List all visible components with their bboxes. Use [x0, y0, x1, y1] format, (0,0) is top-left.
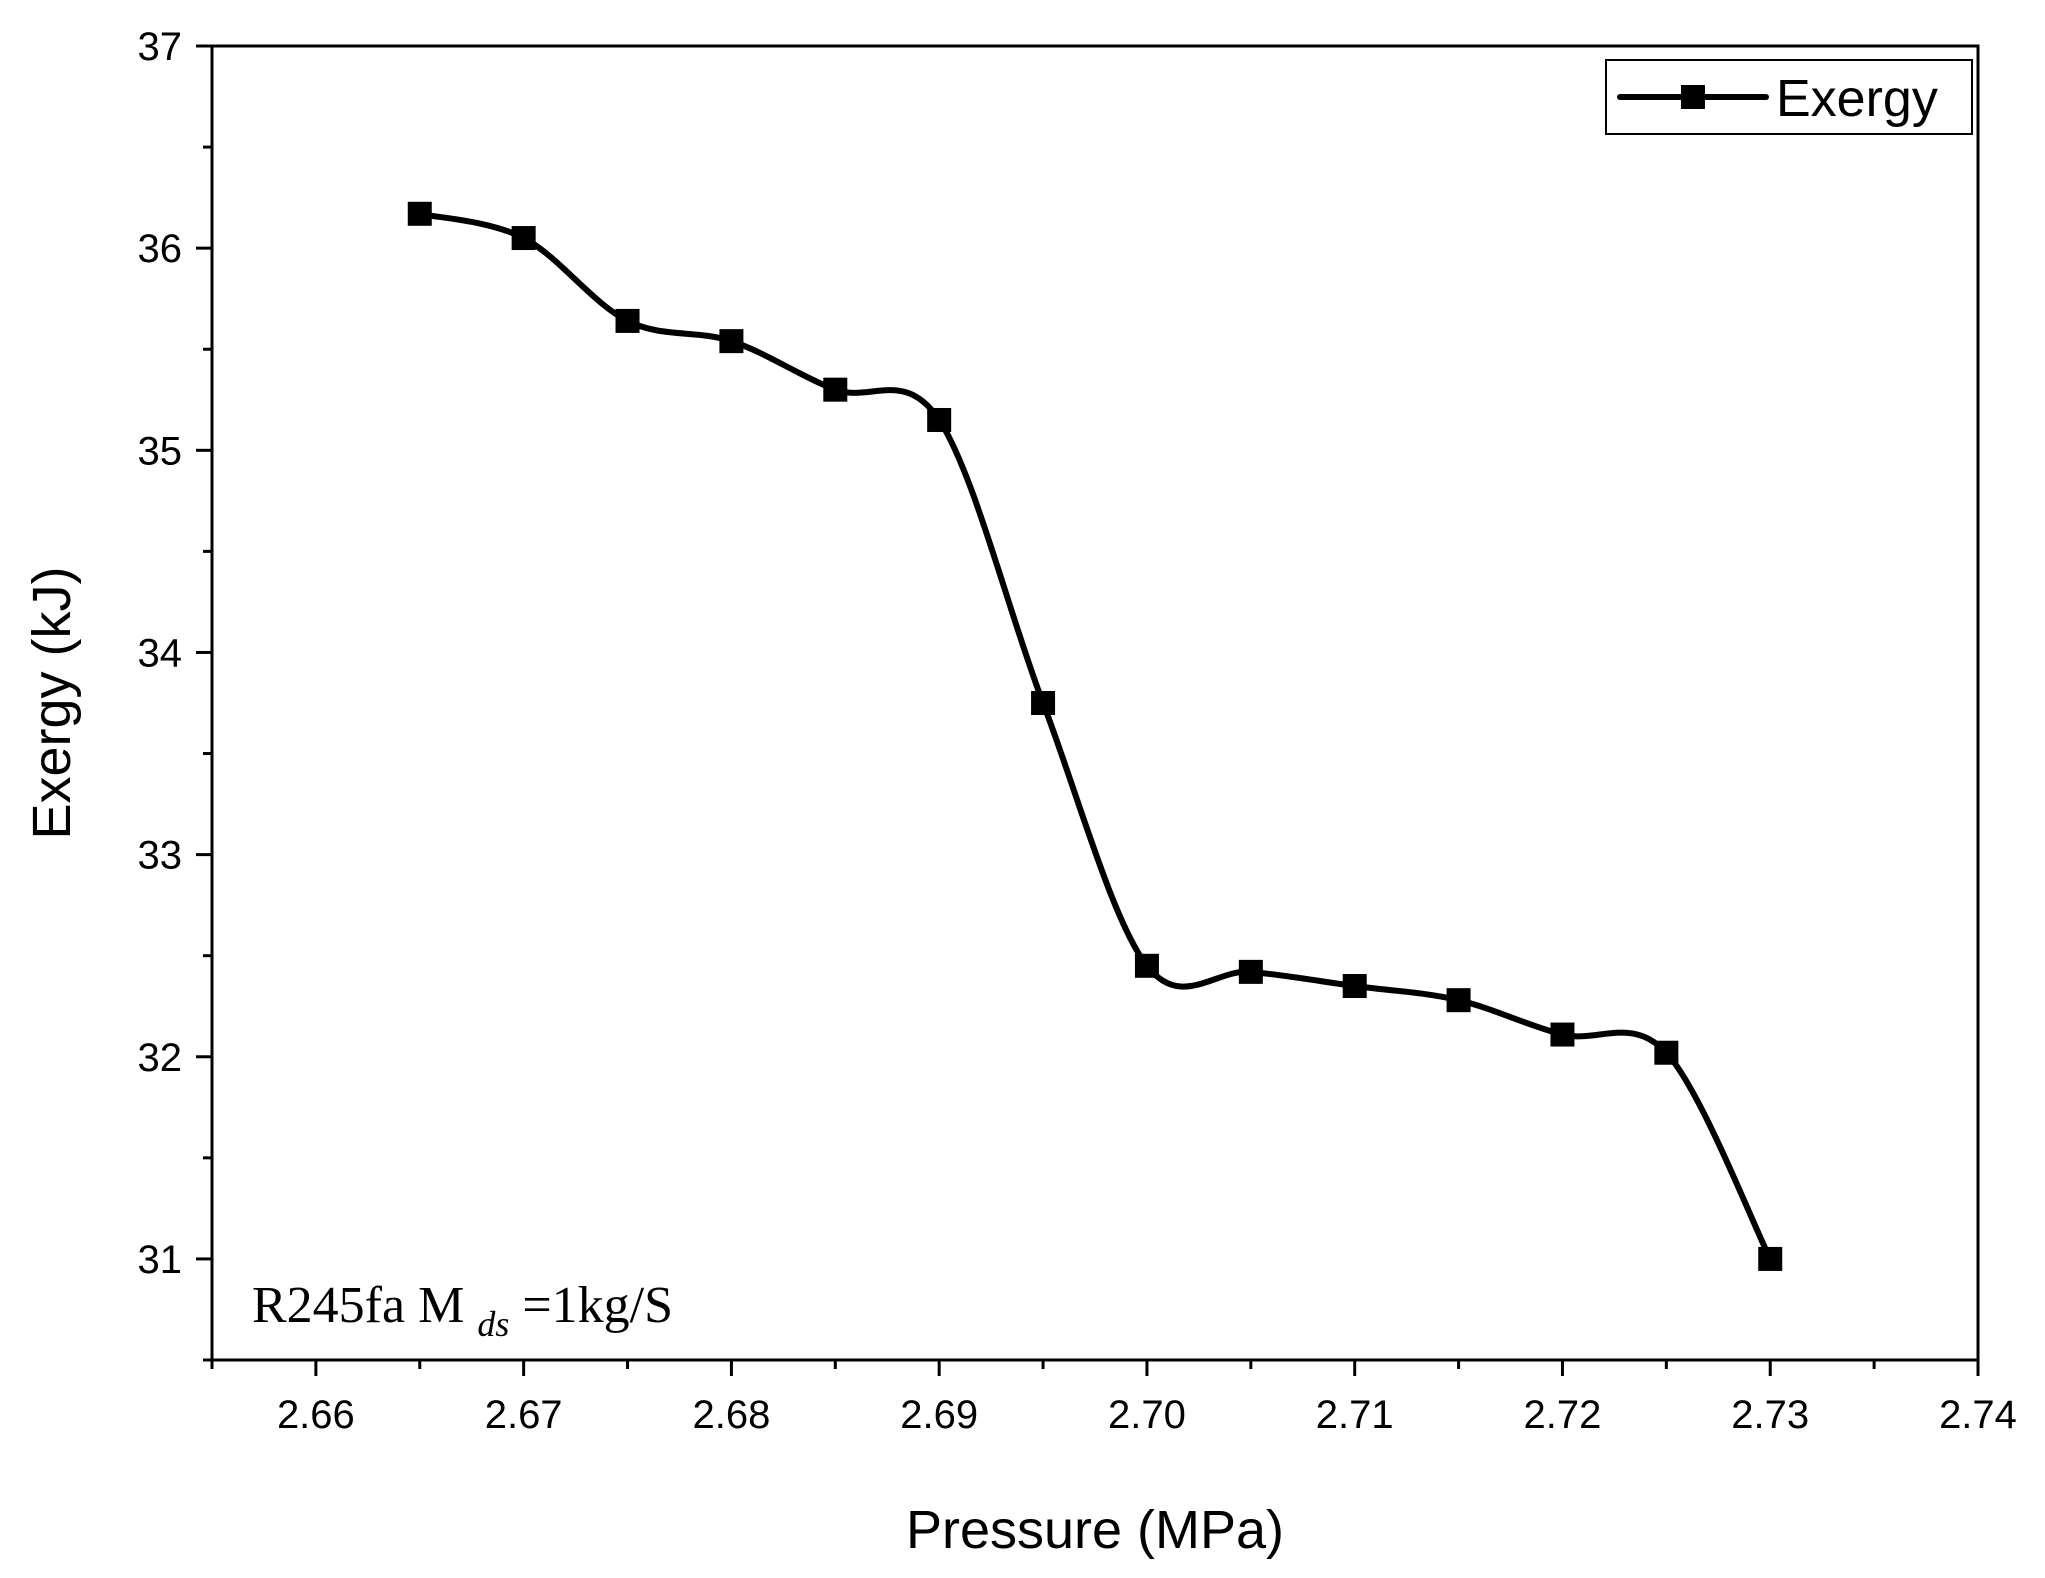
legend: Exergy — [1605, 59, 1973, 135]
x-axis-title: Pressure (MPa) — [906, 1500, 1284, 1560]
plot-area-frame — [210, 44, 1980, 1362]
y-axis-title: Exergy (kJ) — [22, 566, 82, 839]
x-axis-tick-labels: 2.66 2.67 2.68 2.69 2.70 2.71 2.72 2.73 2.74 — [277, 1393, 2017, 1437]
data-point-marker — [1238, 959, 1263, 984]
annotation-r245fa: R245fa M ds =1kg/S — [252, 1277, 673, 1348]
legend-label-exergy: Exergy — [1776, 70, 1938, 128]
x-tick-label: 2.67 — [485, 1393, 563, 1437]
x-tick-label: 2.72 — [1524, 1393, 1602, 1437]
y-tick-label: 36 — [138, 227, 183, 271]
data-point-marker — [1031, 691, 1056, 715]
x-tick-label: 2.68 — [692, 1393, 770, 1437]
x-tick-label: 2.70 — [1108, 1393, 1186, 1437]
series-markers-exergy — [407, 201, 1783, 1271]
data-point-marker — [407, 201, 432, 226]
y-tick-label: 34 — [138, 631, 183, 675]
y-tick-label: 31 — [138, 1238, 183, 1282]
y-axis-ticks — [196, 44, 212, 1362]
y-tick-label: 37 — [138, 25, 183, 69]
data-point-marker — [1134, 953, 1159, 978]
data-point-marker — [927, 407, 952, 432]
legend-square-marker — [1681, 85, 1705, 109]
x-tick-label: 2.71 — [1316, 1393, 1394, 1437]
data-point-marker — [1342, 974, 1367, 999]
data-point-marker — [1446, 988, 1471, 1013]
annotation-suffix: =1kg/S — [522, 1277, 673, 1334]
x-tick-label: 2.73 — [1731, 1393, 1809, 1437]
x-axis-ticks — [210, 1360, 1980, 1376]
annotation-subscript: ds — [477, 1304, 509, 1344]
annotation-prefix: R245fa M — [252, 1277, 464, 1334]
y-tick-label: 32 — [138, 1036, 183, 1080]
data-point-marker — [511, 226, 536, 251]
x-tick-label: 2.69 — [900, 1393, 978, 1437]
data-point-marker — [615, 308, 640, 333]
y-tick-label: 33 — [138, 834, 183, 878]
data-point-marker — [1654, 1040, 1679, 1065]
x-tick-label: 2.74 — [1939, 1393, 2017, 1437]
y-tick-label: 35 — [138, 429, 183, 473]
y-axis-tick-labels: 31 32 33 34 35 36 37 — [138, 25, 183, 1282]
data-point-marker — [1550, 1022, 1575, 1047]
x-tick-label: 2.66 — [277, 1393, 355, 1437]
data-point-marker — [823, 377, 848, 402]
data-point-marker — [1758, 1246, 1783, 1271]
data-point-marker — [719, 329, 744, 354]
